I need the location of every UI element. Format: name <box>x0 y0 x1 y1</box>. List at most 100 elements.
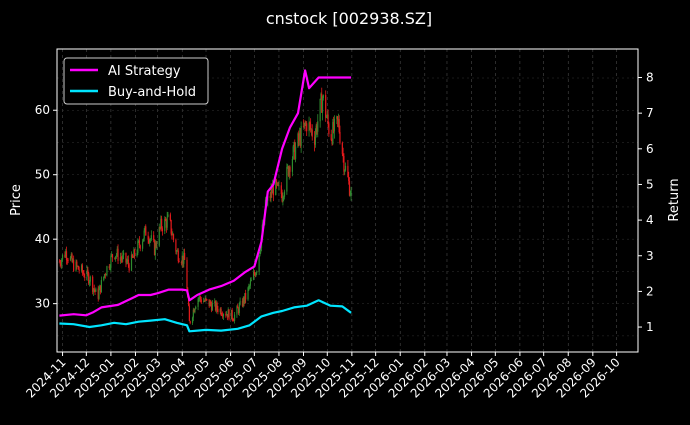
candle-body <box>280 185 282 194</box>
candle-body <box>176 251 178 252</box>
candle-body <box>136 253 138 257</box>
candle-body <box>283 191 286 197</box>
y-tick-label-right: 6 <box>646 142 654 156</box>
candle-body <box>332 122 334 144</box>
candle-body <box>175 239 177 252</box>
candle-body <box>149 239 152 241</box>
candle-body <box>348 180 351 196</box>
candle-body <box>238 304 240 313</box>
candle-body <box>282 197 284 202</box>
legend-label-ai-strategy: AI Strategy <box>108 64 181 79</box>
candle-body <box>219 308 221 313</box>
candle-body <box>121 258 123 260</box>
candle-body <box>244 293 246 303</box>
candle-body <box>99 285 102 293</box>
candle-body <box>210 304 213 311</box>
candle-body <box>217 308 219 313</box>
candle-body <box>294 146 297 160</box>
candle-body <box>293 142 295 147</box>
candle-body <box>309 122 311 125</box>
candle-body <box>138 240 140 242</box>
candle-body <box>339 131 341 143</box>
candle-body <box>181 255 183 264</box>
candle-body <box>344 170 346 172</box>
candle-body <box>239 300 241 305</box>
candle-body <box>232 318 234 321</box>
candle-body <box>195 306 197 310</box>
candle-body <box>237 306 239 309</box>
candle-body <box>303 122 305 127</box>
candle-body <box>99 285 101 291</box>
candle-body <box>125 252 127 263</box>
candle-body <box>350 189 352 195</box>
candle-body <box>182 255 184 264</box>
candle-body <box>187 296 190 306</box>
candle-body <box>321 98 324 113</box>
candle-body <box>342 153 344 157</box>
candle-body <box>315 125 317 135</box>
y-axis-label-right: Return <box>667 178 682 221</box>
candle-body <box>249 281 252 286</box>
candle-body <box>336 116 339 121</box>
candle-body <box>61 254 64 260</box>
candle-body <box>76 261 78 267</box>
candle-body <box>203 301 205 303</box>
candle-body <box>194 309 196 313</box>
candle-body <box>215 302 217 311</box>
y-tick-label-left: 50 <box>35 168 50 182</box>
candle-body <box>161 218 163 229</box>
candle-body <box>310 124 312 130</box>
candle-body <box>178 261 180 262</box>
candle-body <box>298 133 301 141</box>
candle-body <box>87 269 89 274</box>
candle-body <box>347 165 349 177</box>
candle-body <box>71 254 73 262</box>
candle-body <box>120 257 122 259</box>
candle-body <box>316 125 318 132</box>
candle-body <box>81 265 83 273</box>
candle-body <box>92 288 95 292</box>
candle-body <box>277 182 279 186</box>
candle-body <box>115 256 117 259</box>
candle-body <box>237 308 240 313</box>
candle-body <box>67 260 69 261</box>
candle-body <box>233 320 235 322</box>
candle-body <box>292 146 294 159</box>
candle-body <box>275 180 277 196</box>
candle-body <box>314 134 316 145</box>
candle-body <box>93 288 95 291</box>
candle-body <box>288 167 290 176</box>
candle-body <box>77 266 80 270</box>
candle-body <box>242 297 244 307</box>
candle-body <box>88 281 91 284</box>
candle-body <box>233 314 236 321</box>
candle-body <box>294 142 296 160</box>
y-tick-label-left: 30 <box>35 297 50 311</box>
candle-body <box>89 276 91 282</box>
candle-body <box>82 272 84 274</box>
candle-body <box>100 280 102 293</box>
candle-body <box>289 167 291 172</box>
y-tick-label-right: 2 <box>646 284 654 298</box>
candle-body <box>95 288 97 292</box>
candle-body <box>300 126 302 146</box>
candle-body <box>269 196 271 198</box>
candle-body <box>180 261 183 264</box>
candle-body <box>160 218 162 228</box>
candle-body <box>203 301 206 302</box>
candle-body <box>228 309 230 320</box>
candle-body <box>255 272 257 277</box>
candle-body <box>166 216 168 228</box>
candle-body <box>145 226 147 236</box>
y-tick-label-right: 7 <box>646 106 654 120</box>
axes-frame <box>56 48 639 353</box>
candle-body <box>86 269 88 278</box>
candle-body <box>226 314 229 318</box>
candle-body <box>158 227 160 246</box>
candle-body <box>117 248 119 261</box>
candle-body <box>271 188 273 194</box>
y-tick-label-right: 4 <box>646 213 654 227</box>
candle-body <box>69 257 72 261</box>
candle-body <box>199 296 202 300</box>
y-axis-label-left: Price <box>9 184 24 216</box>
